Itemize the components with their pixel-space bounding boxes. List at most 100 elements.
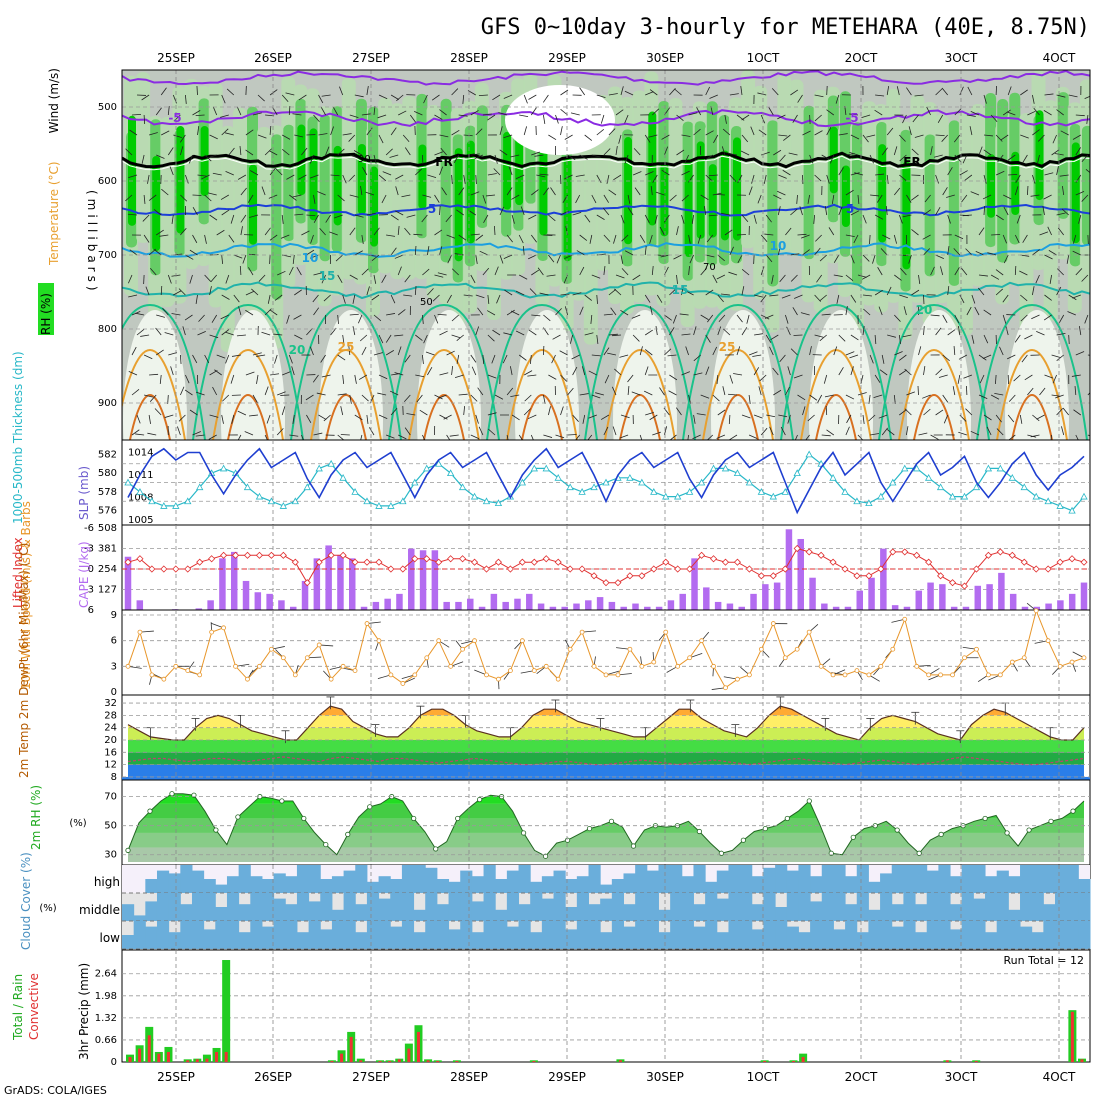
wind-barb — [627, 374, 634, 383]
wind-barb — [1093, 326, 1094, 335]
temperature-contour — [122, 281, 1090, 300]
wind-barb — [560, 109, 568, 116]
wind-barb — [1056, 109, 1064, 116]
wind-barb — [607, 352, 617, 356]
cloud-cell-high — [460, 870, 473, 893]
cloud-cell-low — [903, 921, 916, 949]
rh-cell — [958, 111, 973, 336]
li-point — [638, 572, 646, 580]
wind-barb — [833, 254, 840, 263]
li-point — [805, 548, 813, 556]
wind-barb — [971, 294, 976, 304]
wind-barb — [292, 254, 295, 264]
cloud-cell-middle — [366, 893, 380, 921]
wind-barb — [511, 194, 520, 200]
cloud-cell-high — [191, 870, 205, 893]
wind-speed-point — [197, 672, 203, 678]
wind-barb — [863, 308, 871, 316]
wind-barb — [802, 406, 806, 416]
wind-barb — [706, 234, 714, 243]
wind-barb — [548, 134, 557, 141]
wind-barb — [148, 194, 157, 201]
wind-barb — [787, 366, 791, 376]
wind-barb — [233, 254, 243, 259]
wind-barb — [676, 114, 684, 122]
rh-point — [784, 815, 790, 822]
cape-bar — [632, 603, 639, 610]
wind-barb — [596, 174, 602, 184]
wind-barb — [1087, 434, 1090, 437]
li-point — [554, 558, 562, 566]
wind-barb — [475, 414, 479, 424]
slp-tick-label: 1011 — [128, 470, 153, 481]
cloud-cell-middle — [635, 893, 648, 921]
wind-barb — [318, 133, 328, 136]
wind-barb — [780, 426, 786, 436]
wind-barb — [978, 274, 988, 277]
wind-barb — [990, 394, 1000, 400]
wind-barb — [216, 354, 226, 359]
wind-barb — [434, 151, 444, 156]
temperature-contour — [388, 303, 500, 440]
wind-barb — [645, 91, 654, 96]
li-point — [267, 551, 275, 559]
wind-barb — [1027, 110, 1036, 116]
thickness-point — [172, 502, 180, 509]
precip-conv-bar — [416, 1031, 420, 1062]
wind-barb — [204, 154, 212, 162]
wind-barb — [288, 354, 293, 364]
wind-barb — [570, 334, 573, 344]
wind-barb — [741, 214, 749, 223]
thickness-point — [709, 464, 718, 472]
precip-conv-bar — [388, 1060, 392, 1062]
wind-barb — [222, 394, 230, 402]
wind-barb — [340, 434, 350, 436]
wind-barb — [961, 194, 968, 203]
wind-barb — [543, 187, 550, 196]
wind-barb — [608, 93, 618, 96]
wind-barb — [741, 286, 745, 296]
wind-barb — [1002, 314, 1007, 324]
cape-bar — [490, 593, 498, 610]
wind-barb — [321, 374, 331, 378]
wind-barb — [306, 328, 313, 336]
li-point — [674, 565, 682, 573]
wind-barb — [619, 354, 629, 358]
wind-barb — [494, 266, 499, 276]
cloud-cell-middle — [226, 893, 240, 921]
wind-barb — [125, 194, 133, 202]
cloud-cell-high — [285, 876, 298, 893]
precip-conv-bar — [455, 1060, 459, 1062]
temperature-contour — [122, 242, 1090, 258]
cloud-cell-middle — [728, 893, 741, 921]
wind-barb — [685, 346, 689, 356]
wind-barb — [769, 426, 774, 436]
wind-barb — [354, 374, 357, 384]
cloud-cell-middle — [401, 893, 415, 921]
li-point — [518, 558, 526, 566]
wind-barb — [487, 374, 497, 379]
wind-barb — [289, 434, 299, 437]
wind-barb — [753, 414, 763, 419]
wind-speed-point — [531, 668, 537, 674]
wind-barb — [247, 194, 254, 203]
wind-barb — [1021, 354, 1028, 363]
wind-barb — [669, 288, 677, 296]
cloud-level-label: high — [94, 875, 120, 889]
wind-barb — [983, 334, 989, 344]
wind-barb — [596, 94, 606, 98]
wind-barb — [192, 354, 198, 364]
wind-barb — [143, 114, 146, 125]
wind-barb — [591, 394, 601, 399]
wind-barb — [1020, 134, 1029, 139]
cape-bar — [301, 580, 309, 610]
wind-barb — [615, 146, 618, 156]
wind-barb — [264, 148, 272, 156]
wind-barb — [769, 294, 779, 297]
wind-barb — [482, 267, 490, 276]
wind-barb — [652, 108, 660, 116]
li-point — [960, 582, 969, 590]
wind-barb — [624, 154, 629, 164]
wind-barb — [995, 214, 1004, 221]
